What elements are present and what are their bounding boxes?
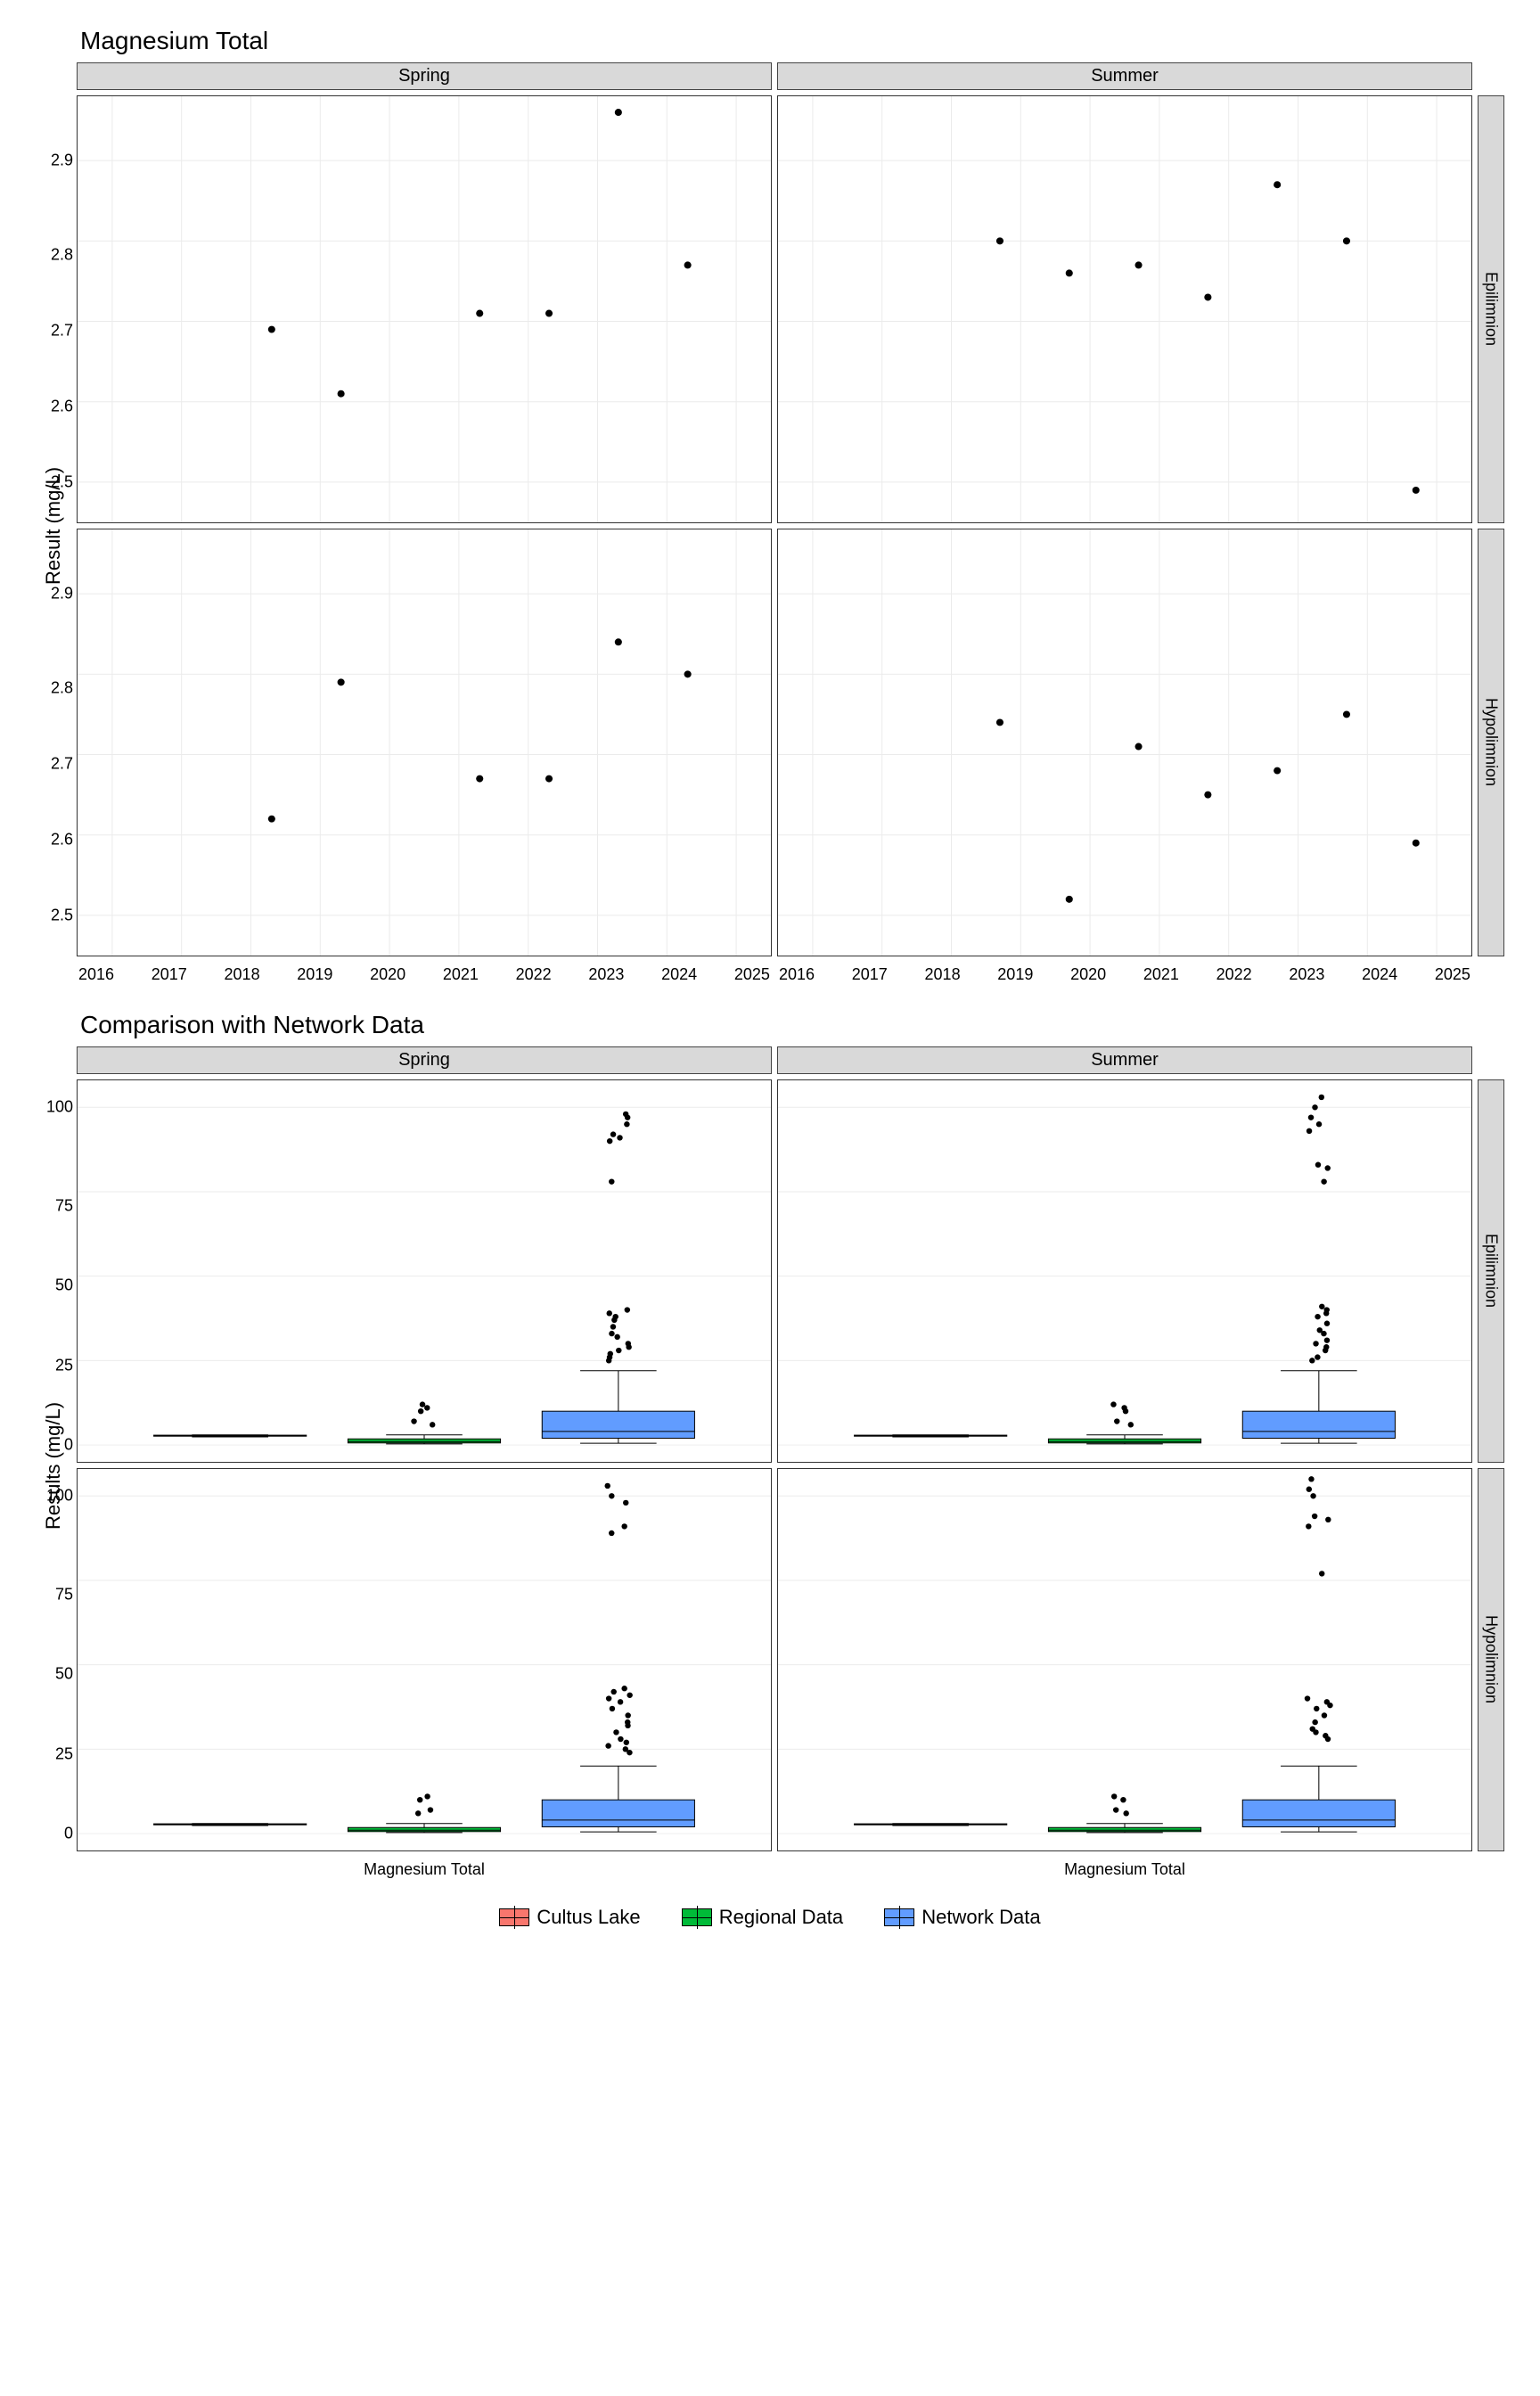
legend-item-network: Network Data	[884, 1906, 1040, 1929]
bcol-strip-spring: Spring	[77, 1046, 772, 1074]
brow-strip-epi: Epilimnion	[1478, 1079, 1504, 1463]
bottom-x-axis: Magnesium Total Magnesium Total	[77, 1857, 1472, 1879]
legend-key-cultus	[499, 1908, 529, 1926]
top-facet-grid: Result (mg/L) Spring Summer 2.92.82.72.6…	[36, 62, 1504, 984]
bpanel-summer-epi	[777, 1079, 1472, 1463]
legend-key-network	[884, 1908, 914, 1926]
bcol-strip-summer: Summer	[777, 1046, 1472, 1074]
panel-summer-epi	[777, 95, 1472, 523]
row-strip-epi: Epilimnion	[1478, 95, 1504, 523]
legend-key-regional	[682, 1908, 712, 1926]
top-title: Magnesium Total	[80, 27, 1504, 55]
bottom-title: Comparison with Network Data	[80, 1011, 1504, 1039]
legend-item-regional: Regional Data	[682, 1906, 843, 1929]
legend-label-network: Network Data	[922, 1906, 1040, 1929]
panel-spring-hypo: 2.92.82.72.62.5	[77, 529, 772, 956]
legend-label-cultus: Cultus Lake	[537, 1906, 640, 1929]
legend-label-regional: Regional Data	[719, 1906, 843, 1929]
bpanel-summer-hypo	[777, 1468, 1472, 1851]
brow-strip-hypo: Hypolimnion	[1478, 1468, 1504, 1851]
bx-axis-summer: Magnesium Total	[777, 1857, 1472, 1879]
top-x-axis: 2016201720182019202020212022202320242025…	[77, 962, 1472, 984]
bpanel-spring-hypo: 1007550250	[77, 1468, 772, 1851]
row-strip-hypo: Hypolimnion	[1478, 529, 1504, 956]
bottom-facet-grid: Results (mg/L) Spring Summer 1007550250 …	[36, 1046, 1504, 1879]
legend-item-cultus: Cultus Lake	[499, 1906, 640, 1929]
col-strip-spring: Spring	[77, 62, 772, 90]
bx-axis-spring: Magnesium Total	[77, 1857, 772, 1879]
x-axis-summer: 2016201720182019202020212022202320242025	[777, 962, 1472, 984]
legend: Cultus Lake Regional Data Network Data	[36, 1906, 1504, 1932]
panel-spring-epi: 2.92.82.72.62.5	[77, 95, 772, 523]
x-axis-spring: 2016201720182019202020212022202320242025	[77, 962, 772, 984]
col-strip-summer: Summer	[777, 62, 1472, 90]
bpanel-spring-epi: 1007550250	[77, 1079, 772, 1463]
panel-summer-hypo	[777, 529, 1472, 956]
